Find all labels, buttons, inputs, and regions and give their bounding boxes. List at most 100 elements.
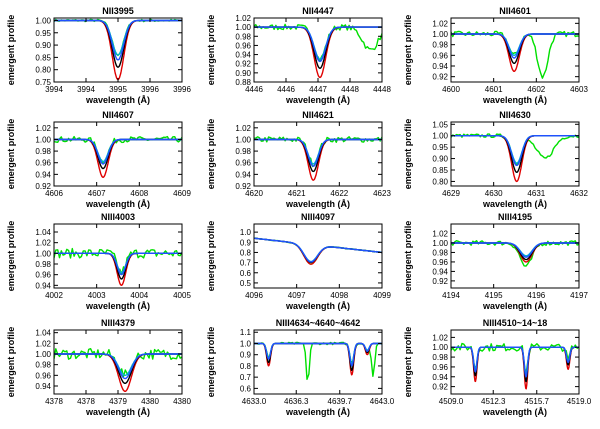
y-tick-label: 0.9 bbox=[240, 351, 252, 360]
y-tick-label: 0.96 bbox=[432, 258, 448, 267]
model-blue-line bbox=[54, 252, 182, 276]
x-tick-label: 3996 bbox=[173, 85, 191, 94]
observed-line bbox=[54, 18, 182, 57]
x-tick-label: 4621 bbox=[288, 189, 306, 198]
plot-frame bbox=[253, 121, 383, 187]
x-tick-label: 4609 bbox=[173, 189, 191, 198]
x-tick-label: 4446 bbox=[245, 85, 263, 94]
y-axis-label: emergent profile bbox=[206, 327, 216, 398]
y-tick-label: 0.96 bbox=[35, 271, 51, 280]
x-tick-label: 4196 bbox=[527, 291, 545, 300]
x-tick-label: 4630 bbox=[485, 189, 503, 198]
x-tick-label: 4601 bbox=[485, 85, 503, 94]
x-tick-label: 3996 bbox=[141, 85, 159, 94]
y-axis-label: emergent profile bbox=[6, 15, 16, 86]
x-axis-label: wavelength (Å) bbox=[482, 301, 547, 311]
y-tick-label: 0.96 bbox=[35, 371, 51, 380]
plot-frame bbox=[450, 121, 580, 187]
y-tick-label: 0.98 bbox=[35, 147, 51, 156]
y-tick-label: 1.05 bbox=[432, 120, 448, 129]
x-axis-label: wavelength (Å) bbox=[285, 95, 350, 105]
panel-title: NIII4634~4640~4642 bbox=[276, 318, 361, 328]
model-blue-line bbox=[451, 346, 579, 378]
x-axis-label: wavelength (Å) bbox=[285, 301, 350, 311]
y-tick-label: 0.7 bbox=[240, 259, 252, 268]
x-tick-label: 4448 bbox=[341, 85, 359, 94]
y-tick-label: 1.04 bbox=[35, 329, 51, 338]
x-axis-label: wavelength (Å) bbox=[482, 407, 547, 417]
y-tick-label: 1.00 bbox=[35, 249, 51, 258]
observed-line bbox=[254, 341, 382, 380]
observed-line bbox=[254, 237, 382, 265]
y-tick-label: 0.92 bbox=[235, 60, 251, 69]
x-tick-label: 4378 bbox=[77, 397, 95, 406]
panel-title: NII4607 bbox=[102, 110, 134, 120]
x-axis-label: wavelength (Å) bbox=[85, 199, 150, 209]
x-tick-label: 4004 bbox=[130, 291, 148, 300]
y-tick-label: 1.04 bbox=[35, 228, 51, 237]
y-tick-label: 0.90 bbox=[235, 69, 251, 78]
y-tick-label: 1.02 bbox=[35, 239, 51, 248]
x-axis-label: wavelength (Å) bbox=[85, 407, 150, 417]
y-tick-label: 1.0 bbox=[240, 339, 252, 348]
x-tick-label: 4446 bbox=[277, 85, 295, 94]
model-black-line bbox=[451, 33, 579, 64]
x-tick-label: 4607 bbox=[88, 189, 106, 198]
y-axis-label: emergent profile bbox=[206, 221, 216, 292]
y-axis-label: emergent profile bbox=[206, 119, 216, 190]
x-tick-label: 4629 bbox=[442, 189, 460, 198]
model-red-line bbox=[451, 346, 579, 390]
y-tick-label: 0.92 bbox=[432, 383, 448, 392]
y-axis-label: emergent profile bbox=[403, 327, 413, 398]
y-axis-label: emergent profile bbox=[403, 119, 413, 190]
y-tick-label: 0.98 bbox=[235, 32, 251, 41]
panel-title: NII4621 bbox=[302, 110, 334, 120]
model-red-line bbox=[254, 26, 382, 79]
y-tick-label: 0.75 bbox=[35, 78, 51, 87]
x-tick-label: 4379 bbox=[109, 397, 127, 406]
observed-line bbox=[254, 23, 382, 62]
y-axis-label: emergent profile bbox=[403, 15, 413, 86]
y-tick-label: 0.92 bbox=[432, 277, 448, 286]
x-tick-label: 4197 bbox=[570, 291, 588, 300]
model-blue-line bbox=[254, 342, 382, 367]
x-tick-label: 3994 bbox=[77, 85, 95, 94]
y-tick-label: 0.90 bbox=[432, 155, 448, 164]
panel-title: NIII4510~14~18 bbox=[483, 318, 548, 328]
panel-title: NII4601 bbox=[499, 6, 531, 16]
x-tick-label: 4380 bbox=[173, 397, 191, 406]
x-tick-label: 4515.7 bbox=[525, 397, 550, 406]
y-tick-label: 1.02 bbox=[432, 333, 448, 342]
model-blue-line bbox=[54, 353, 182, 380]
y-tick-label: 1.02 bbox=[235, 14, 251, 23]
x-tick-label: 4620 bbox=[245, 189, 263, 198]
y-tick-label: 0.94 bbox=[235, 170, 251, 179]
x-tick-label: 4643.0 bbox=[370, 397, 395, 406]
model-cyan-line bbox=[451, 134, 579, 164]
x-tick-label: 4622 bbox=[330, 189, 348, 198]
model-blue-line bbox=[451, 33, 579, 59]
y-tick-label: 0.96 bbox=[235, 159, 251, 168]
x-axis-label: wavelength (Å) bbox=[85, 301, 150, 311]
model-black-line bbox=[54, 138, 182, 170]
plot-frame bbox=[450, 329, 580, 395]
x-tick-label: 4380 bbox=[141, 397, 159, 406]
y-tick-label: 0.80 bbox=[432, 177, 448, 186]
panel-11: NIII4634~4640~4642 4633.0 4636.3 4639.7 4643… bbox=[206, 318, 395, 417]
y-tick-label: 0.9 bbox=[240, 238, 252, 247]
y-tick-label: 0.92 bbox=[35, 182, 51, 191]
y-tick-label: 0.95 bbox=[432, 143, 448, 152]
x-tick-label: 4099 bbox=[373, 291, 391, 300]
y-tick-label: 1.00 bbox=[432, 132, 448, 141]
y-tick-label: 0.96 bbox=[432, 51, 448, 60]
panel-title: NIII4195 bbox=[498, 212, 532, 222]
model-blue-line bbox=[451, 242, 579, 258]
x-tick-label: 4097 bbox=[288, 291, 306, 300]
y-tick-label: 0.94 bbox=[35, 382, 51, 391]
model-cyan-line bbox=[254, 342, 382, 365]
x-tick-label: 4098 bbox=[330, 291, 348, 300]
y-tick-label: 0.98 bbox=[432, 41, 448, 50]
x-tick-label: 4519.0 bbox=[567, 397, 592, 406]
y-tick-label: 1.00 bbox=[235, 23, 251, 32]
